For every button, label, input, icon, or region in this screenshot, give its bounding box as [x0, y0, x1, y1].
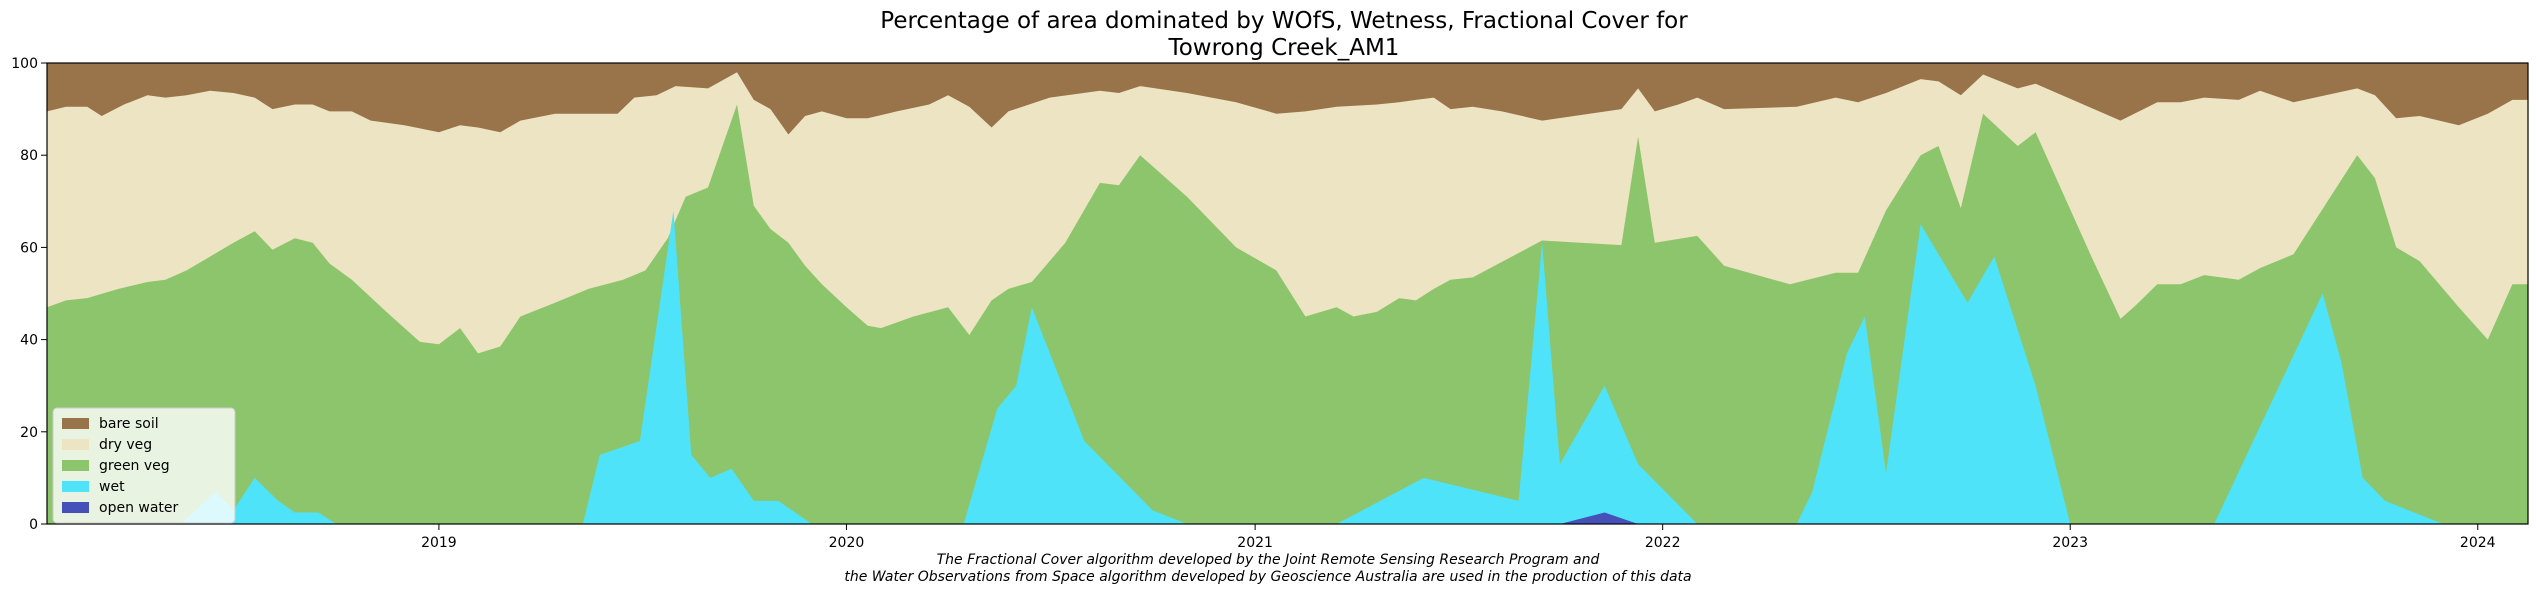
x-tick-label: 2022	[1645, 535, 1681, 551]
legend-swatch-open-water	[62, 502, 89, 513]
x-tick-label: 2024	[2460, 535, 2496, 551]
x-tick-label: 2021	[1237, 535, 1273, 551]
legend-label-bare-soil: bare soil	[99, 416, 159, 432]
chart-title-line1: Percentage of area dominated by WOfS, We…	[880, 8, 1688, 34]
y-tick-label: 60	[20, 240, 38, 256]
legend-label-wet: wet	[99, 479, 125, 495]
y-tick-label: 0	[29, 517, 38, 533]
chart-title-line2: Towrong Creek_AM1	[1168, 35, 1400, 61]
legend-label-green-veg: green veg	[99, 458, 170, 474]
y-tick-label: 20	[20, 425, 38, 441]
y-tick-label: 100	[11, 56, 38, 72]
x-tick-label: 2020	[829, 535, 865, 551]
caption-line2: the Water Observations from Space algori…	[844, 569, 1692, 585]
legend-swatch-green-veg	[62, 460, 89, 471]
plot-frame	[46, 62, 2529, 525]
legend-label-open-water: open water	[99, 500, 179, 516]
area-wet	[47, 210, 2528, 524]
legend-swatch-dry-veg	[62, 439, 89, 450]
legend-swatch-bare-soil	[62, 418, 89, 429]
y-tick-label: 40	[20, 333, 38, 349]
x-tick-label: 2023	[2052, 535, 2088, 551]
legend-box	[52, 407, 236, 524]
plot-areas	[47, 63, 2528, 524]
axes: 0 20 40 60 80 100 2019 2020 2021 2022 2023 2024	[11, 56, 2529, 551]
legend: bare soil dry veg green veg wet open water	[52, 407, 236, 524]
y-tick-label: 80	[20, 148, 38, 164]
caption-line1: The Fractional Cover algorithm developed…	[936, 552, 1600, 568]
x-tick-label: 2019	[421, 535, 457, 551]
legend-swatch-wet	[62, 481, 89, 492]
caption: The Fractional Cover algorithm developed…	[0, 552, 2536, 586]
legend-label-dry-veg: dry veg	[99, 437, 152, 453]
